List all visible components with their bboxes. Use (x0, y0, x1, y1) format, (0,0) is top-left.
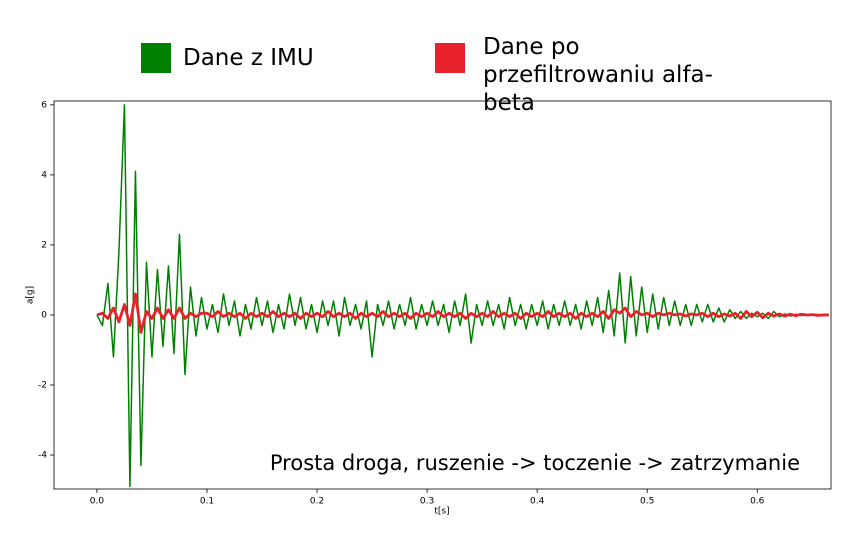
x-tick-label: 0.4 (530, 497, 545, 507)
y-tick-label: 6 (41, 100, 47, 110)
annotation: Prosta droga, ruszenie -> toczenie -> za… (270, 451, 800, 475)
y-axis-label: a[g] (26, 286, 36, 304)
x-tick-label: 0.1 (200, 497, 214, 507)
x-axis-label: t[s] (434, 507, 449, 517)
x-tick-label: 0.6 (750, 497, 765, 507)
y-tick-label: 2 (41, 240, 47, 250)
x-tick-label: 0.5 (640, 497, 654, 507)
x-tick-label: 0.3 (420, 497, 434, 507)
legend-label: Dane po przefiltrowaniu alfa-beta (483, 34, 713, 116)
plot-frame (53, 100, 832, 490)
x-tick-label: 0.2 (310, 497, 324, 507)
y-tick-label: 0 (41, 310, 47, 320)
y-tick-label: -4 (38, 451, 47, 461)
x-tick-label: 0.0 (90, 497, 105, 507)
legend-label: Dane z IMU (183, 45, 314, 71)
y-tick-label: -2 (38, 380, 47, 390)
data-line (96, 104, 829, 488)
legend-swatch (435, 43, 465, 73)
data-line (96, 292, 829, 334)
legend-swatch (141, 43, 171, 73)
y-tick-label: 4 (41, 170, 47, 180)
